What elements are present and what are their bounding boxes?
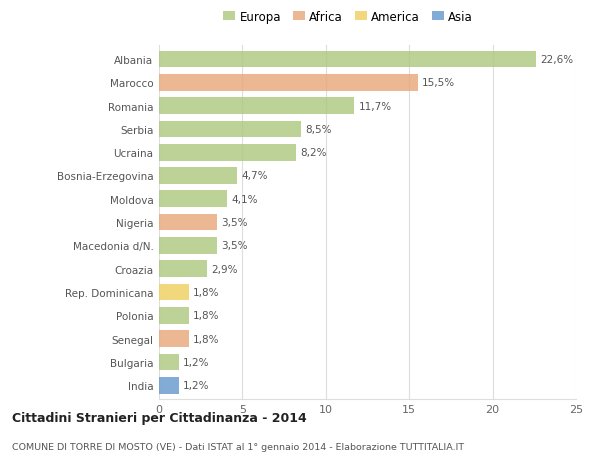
Text: 1,8%: 1,8%	[193, 334, 220, 344]
Text: 3,5%: 3,5%	[221, 241, 248, 251]
Text: 1,2%: 1,2%	[183, 381, 209, 390]
Text: 22,6%: 22,6%	[540, 55, 573, 65]
Bar	[159, 354, 179, 370]
Bar	[159, 51, 536, 68]
Text: 1,8%: 1,8%	[193, 287, 220, 297]
Bar	[159, 214, 217, 231]
Bar	[159, 237, 217, 254]
Text: 8,2%: 8,2%	[300, 148, 326, 158]
Bar	[159, 98, 354, 115]
Bar	[159, 330, 189, 347]
Text: 3,5%: 3,5%	[221, 218, 248, 228]
Text: 1,8%: 1,8%	[193, 311, 220, 321]
Text: COMUNE DI TORRE DI MOSTO (VE) - Dati ISTAT al 1° gennaio 2014 - Elaborazione TUT: COMUNE DI TORRE DI MOSTO (VE) - Dati IST…	[12, 442, 464, 451]
Bar	[159, 121, 301, 138]
Bar	[159, 145, 296, 161]
Text: 8,5%: 8,5%	[305, 124, 331, 134]
Text: 15,5%: 15,5%	[422, 78, 455, 88]
Text: 11,7%: 11,7%	[358, 101, 391, 112]
Legend: Europa, Africa, America, Asia: Europa, Africa, America, Asia	[221, 8, 476, 26]
Bar	[159, 261, 208, 278]
Bar	[159, 191, 227, 208]
Text: 4,1%: 4,1%	[232, 194, 258, 204]
Text: 1,2%: 1,2%	[183, 357, 209, 367]
Bar	[159, 284, 189, 301]
Bar	[159, 168, 238, 185]
Text: Cittadini Stranieri per Cittadinanza - 2014: Cittadini Stranieri per Cittadinanza - 2…	[12, 412, 307, 425]
Text: 2,9%: 2,9%	[212, 264, 238, 274]
Text: 4,7%: 4,7%	[242, 171, 268, 181]
Bar	[159, 377, 179, 394]
Bar	[159, 307, 189, 324]
Bar	[159, 75, 418, 91]
